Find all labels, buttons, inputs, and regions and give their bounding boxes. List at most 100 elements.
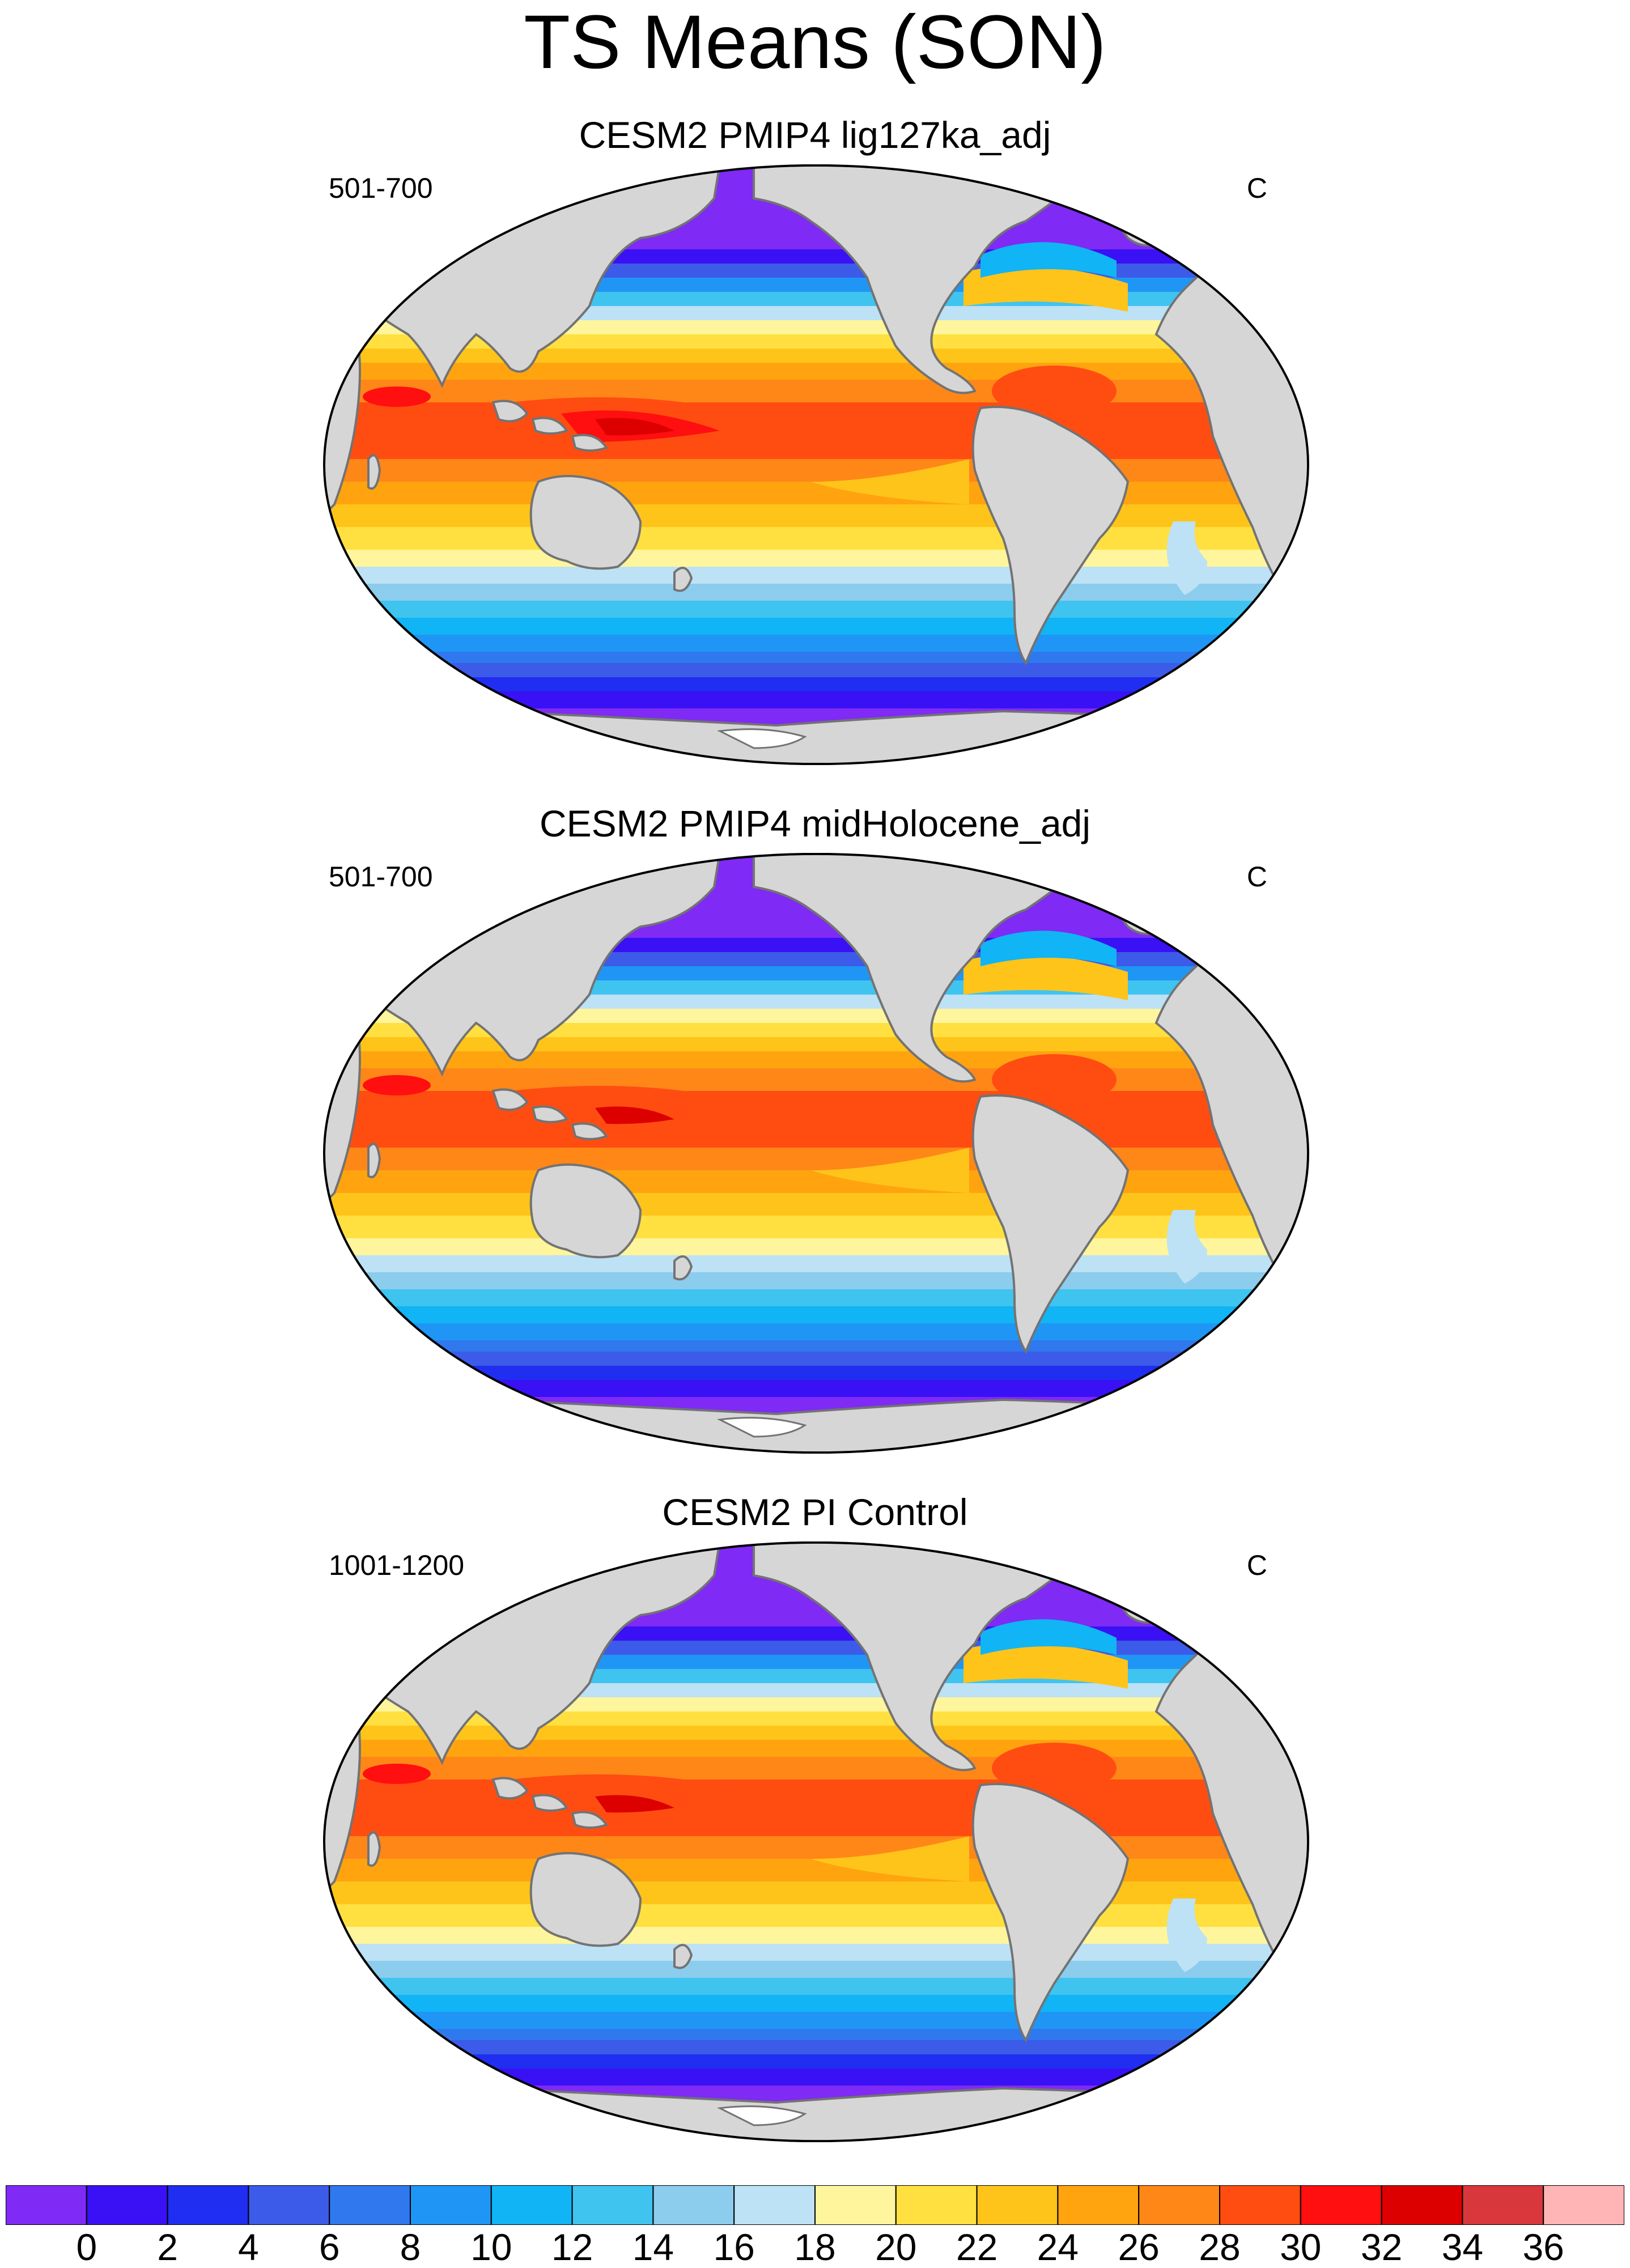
map-outline xyxy=(323,853,1309,1454)
madagascar xyxy=(367,1831,381,1867)
sst-band xyxy=(324,2040,1309,2055)
indian-ocean-warm xyxy=(363,1075,431,1095)
colorbar-tick-label: 34 xyxy=(1441,2226,1484,2268)
colorbar-swatch-pink xyxy=(1543,2185,1624,2225)
sst-band xyxy=(324,550,1309,567)
south-america xyxy=(971,406,1130,666)
sst-band xyxy=(324,504,1309,528)
sst-band xyxy=(324,1726,1309,1740)
sst-band xyxy=(324,2029,1309,2041)
sst-band xyxy=(324,1272,1309,1290)
sst-band xyxy=(324,677,1309,692)
map-pi-control xyxy=(323,1541,1309,2142)
colorbar-swatch-red xyxy=(1300,2185,1382,2225)
sst-band xyxy=(324,2012,1309,2029)
colorbar-swatch-blue xyxy=(167,2185,249,2225)
north-atlantic-cold xyxy=(980,242,1117,278)
warm-pool-peak xyxy=(595,1106,674,1124)
panel-title: CESM2 PMIP4 midHolocene_adj xyxy=(539,802,1091,844)
colorbar xyxy=(6,2185,1624,2225)
map-outline xyxy=(323,1541,1309,2142)
panel-units-label: C xyxy=(1246,172,1267,204)
sst-band xyxy=(324,1238,1309,1256)
south-america xyxy=(971,1094,1130,1354)
map-midholocene xyxy=(323,853,1309,1454)
sst-band xyxy=(324,1091,1309,1120)
colorbar-tick-label: 10 xyxy=(470,2226,512,2268)
colorbar-tick-label: 2 xyxy=(157,2226,178,2268)
ice-shelf xyxy=(716,1417,807,1438)
sst-band xyxy=(324,459,1309,482)
sst-band xyxy=(324,2054,1309,2069)
sst-band xyxy=(324,1978,1309,1995)
panel-midholocene: CESM2 PMIP4 midHolocene_adj 501-700 C xyxy=(0,796,1630,1476)
indian-ocean-warm xyxy=(363,1764,431,1784)
sst-band xyxy=(324,601,1309,618)
sst-band xyxy=(324,663,1309,678)
indonesia-island xyxy=(531,1105,569,1123)
australia xyxy=(529,1163,642,1259)
sst-band xyxy=(324,1148,1309,1171)
colorbar-swatch-sky-blue xyxy=(490,2185,573,2225)
sst-band xyxy=(324,363,1309,380)
madagascar xyxy=(367,1143,381,1178)
atlantic-warm xyxy=(992,366,1117,417)
ocean-temperature-field xyxy=(324,165,1309,765)
colorbar-tick-label: 30 xyxy=(1280,2226,1322,2268)
colorbar-tick-label: 14 xyxy=(632,2226,674,2268)
new-zealand xyxy=(673,1944,693,1969)
sst-band xyxy=(324,431,1309,460)
madagascar xyxy=(367,454,381,490)
colorbar-tick-label: 28 xyxy=(1199,2226,1241,2268)
atlantic-warm xyxy=(992,1743,1117,1794)
sst-band xyxy=(324,1289,1309,1307)
colorbar-tick-label: 16 xyxy=(713,2226,755,2268)
new-guinea xyxy=(571,1811,609,1829)
colorbar-swatch-orange xyxy=(1138,2185,1220,2225)
north-america xyxy=(753,853,1103,1083)
atlantic-warm xyxy=(992,1054,1117,1105)
panel-title: CESM2 PI Control xyxy=(662,1491,968,1533)
sst-band xyxy=(324,1779,1309,1808)
new-zealand xyxy=(673,567,693,592)
ocean-temperature-field xyxy=(324,853,1309,1453)
cold-tongue xyxy=(810,1836,969,1881)
panel-period-label: 501-700 xyxy=(329,172,433,204)
south-america xyxy=(971,1783,1130,2043)
colorbar-tick-label: 36 xyxy=(1522,2226,1564,2268)
sst-band xyxy=(324,1068,1309,1091)
panel-pi-control: CESM2 PI Control 1001-1200 C xyxy=(0,1485,1630,2165)
sst-band xyxy=(324,1366,1309,1381)
colorbar-tick-label: 8 xyxy=(400,2226,421,2268)
indian-ocean-warm xyxy=(363,387,431,407)
sst-band xyxy=(324,1904,1309,1927)
sst-band xyxy=(324,652,1309,664)
warm-pool-peak xyxy=(595,1795,674,1813)
sst-band xyxy=(324,567,1309,584)
map-lig127ka xyxy=(323,164,1309,765)
colorbar-swatch-light-sky xyxy=(571,2185,654,2225)
sst-band xyxy=(324,1881,1309,1905)
indonesia-island xyxy=(491,400,529,423)
panel-period-label: 501-700 xyxy=(329,861,433,893)
north-atlantic-cold xyxy=(980,1619,1117,1655)
sst-band xyxy=(324,1119,1309,1148)
colorbar-swatch-brick-red xyxy=(1462,2185,1544,2225)
colorbar-swatch-very-pale-blue xyxy=(733,2185,816,2225)
warm-pool-peak xyxy=(595,418,674,436)
sst-band xyxy=(324,1740,1309,1757)
sst-band xyxy=(324,691,1309,709)
sst-band xyxy=(324,1340,1309,1352)
ice-shelf xyxy=(716,728,807,749)
sst-band xyxy=(324,618,1309,635)
sst-band xyxy=(324,402,1309,431)
panel-title: CESM2 PMIP4 lig127ka_adj xyxy=(579,114,1051,156)
sst-band xyxy=(324,1306,1309,1324)
sst-band xyxy=(324,1808,1309,1837)
north-america xyxy=(753,165,1103,394)
colorbar-swatch-amber xyxy=(1057,2185,1140,2225)
sst-band xyxy=(324,1757,1309,1780)
new-guinea xyxy=(571,434,609,452)
cold-tongue xyxy=(810,1148,969,1193)
ice-shelf xyxy=(716,2105,807,2126)
